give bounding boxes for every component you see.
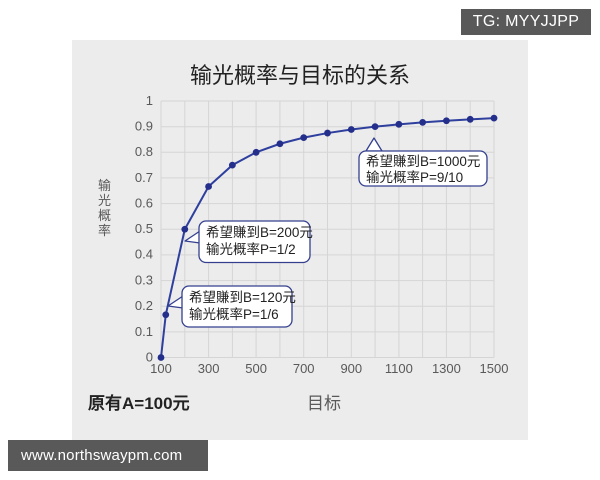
svg-text:1300: 1300: [432, 361, 461, 376]
svg-text:1500: 1500: [480, 361, 509, 376]
svg-text:1100: 1100: [385, 361, 413, 376]
svg-text:100: 100: [150, 361, 172, 376]
svg-text:输光概率P=1/2: 输光概率P=1/2: [206, 241, 296, 257]
svg-text:0.5: 0.5: [135, 221, 153, 236]
svg-text:500: 500: [245, 361, 267, 376]
svg-text:希望賺到B=120元: 希望賺到B=120元: [189, 290, 296, 305]
svg-text:900: 900: [340, 361, 362, 376]
svg-text:0.4: 0.4: [135, 247, 153, 262]
svg-text:0.3: 0.3: [135, 273, 153, 288]
svg-text:0.6: 0.6: [135, 196, 153, 211]
svg-text:输光概率P=1/6: 输光概率P=1/6: [189, 306, 279, 322]
svg-text:700: 700: [293, 361, 315, 376]
svg-text:0.8: 0.8: [135, 144, 153, 159]
svg-text:1: 1: [146, 93, 153, 108]
svg-text:希望賺到B=200元: 希望賺到B=200元: [206, 225, 313, 240]
svg-text:300: 300: [198, 361, 220, 376]
svg-text:希望賺到B=1000元: 希望賺到B=1000元: [366, 154, 480, 169]
svg-text:0.2: 0.2: [135, 298, 153, 313]
svg-text:输光概率P=9/10: 输光概率P=9/10: [366, 169, 463, 185]
svg-text:0.1: 0.1: [135, 324, 153, 339]
svg-text:0.9: 0.9: [135, 119, 153, 134]
svg-text:0.7: 0.7: [135, 170, 153, 185]
